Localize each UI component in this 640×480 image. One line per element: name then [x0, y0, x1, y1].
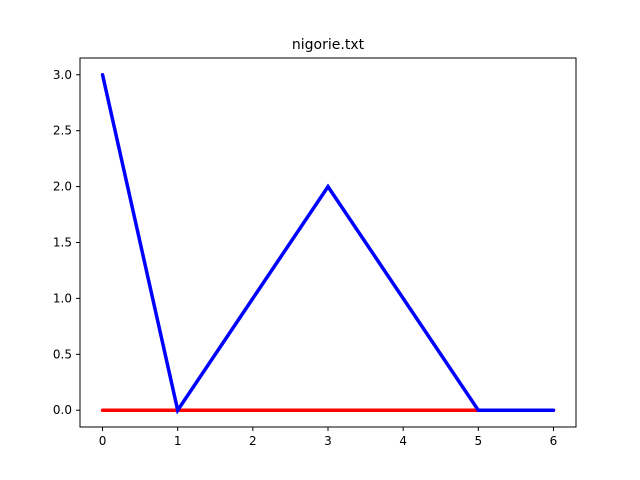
x-tick-label: 2 — [249, 434, 257, 448]
x-tick-label: 4 — [399, 434, 407, 448]
x-tick-label: 6 — [550, 434, 558, 448]
y-tick-label: 1.0 — [53, 291, 72, 305]
y-tick-label: 2.0 — [53, 180, 72, 194]
y-tick-label: 0.0 — [53, 403, 72, 417]
plot-frame — [79, 57, 577, 428]
x-tick-label: 0 — [99, 434, 107, 448]
x-tick-label: 3 — [324, 434, 332, 448]
x-tick-label: 1 — [174, 434, 182, 448]
y-tick-label: 3.0 — [53, 68, 72, 82]
chart-title: nigorie.txt — [292, 37, 365, 53]
y-tick-label: 1.5 — [53, 236, 72, 250]
series-layer — [100, 73, 556, 415]
axis-layer: 0 1 2 3 4 5 6 0.0 0.5 1.0 1.5 2.0 2.5 3.0 — [53, 68, 557, 448]
series-line-1 — [100, 73, 556, 415]
x-tick-label: 5 — [474, 434, 482, 448]
y-tick-label: 0.5 — [53, 347, 72, 361]
y-tick-label: 2.5 — [53, 124, 72, 138]
